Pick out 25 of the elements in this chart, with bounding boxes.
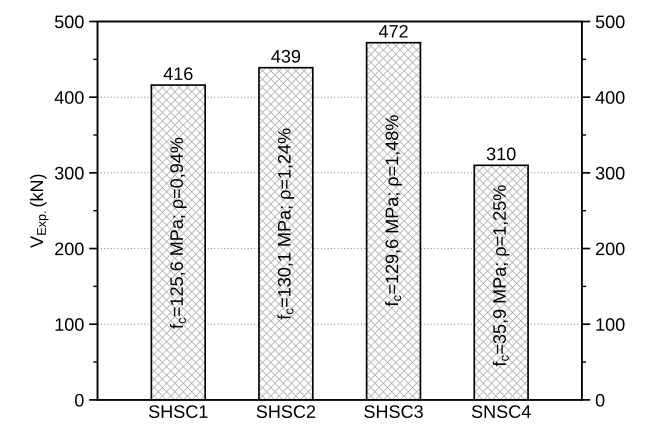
annotation: f$_{c}$=129,6 MPa; ρ=1,48% (385, 115, 402, 306)
x-tick-label: SHSC3 (364, 405, 423, 418)
x-tick-label: SHSC2 (256, 405, 316, 418)
y-tick-label: 200 (55, 242, 84, 256)
y2-tick-label: 200 (596, 242, 625, 256)
annotation: f$_{c}$=35,9 MPa; ρ=1,25% (492, 185, 510, 366)
y2-tick-label: 0 (596, 394, 604, 407)
y-tick-label: 0 (75, 394, 84, 407)
y2-tick-label: 300 (596, 166, 625, 180)
x-tick-label: SHSC1 (148, 405, 208, 418)
data-label: 472 (378, 24, 408, 38)
x-tick-label: SNSC4 (472, 405, 531, 418)
y-tick-label: 100 (56, 318, 84, 331)
y-tick-label: 400 (54, 91, 84, 104)
annotation: f$_{c}$=125,6 MPa; ρ=0,94% (170, 138, 187, 329)
y-tick-label: 300 (54, 166, 84, 180)
y-tick-label: 500 (54, 15, 84, 28)
y2-tick-label: 100 (596, 318, 625, 331)
annotation: f$_{c}$=130,1 MPa; ρ=1,24% (277, 128, 294, 320)
y2-tick-label: 400 (596, 91, 625, 104)
y-axis-title: V$_{Exp.}$(kN) (30, 174, 48, 248)
data-label: 416 (164, 67, 193, 80)
data-label: 439 (271, 50, 300, 63)
data-label: 310 (486, 148, 516, 160)
y2-tick-label: 500 (596, 15, 625, 28)
